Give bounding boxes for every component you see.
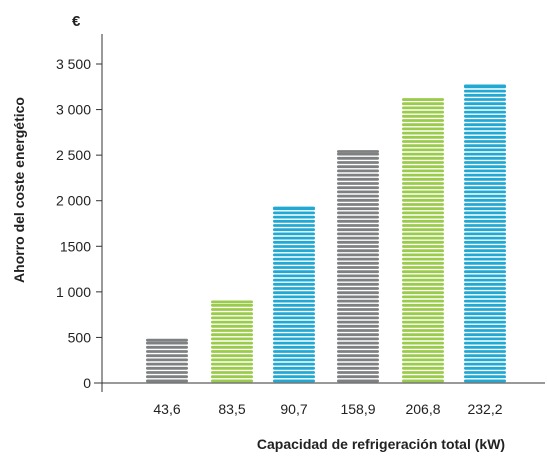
- x-tick-label: 83,5: [218, 401, 245, 417]
- y-tick-label: 3 000: [56, 102, 91, 118]
- y-tick-label: 2 000: [56, 193, 91, 209]
- y-axis-title: Ahorro del coste energético: [11, 97, 27, 283]
- bar: [273, 206, 315, 383]
- x-tick-label: 90,7: [280, 401, 307, 417]
- x-axis-title: Capacidad de refrigeración total (kW): [257, 436, 505, 452]
- bar: [211, 300, 253, 383]
- y-tick-labels: 0 500 1 000 1500 2 000 2 500 3 000 3 500: [56, 56, 102, 391]
- x-tick-labels: 43,6 83,5 90,7 158,9 206,8 232,2: [153, 401, 502, 417]
- x-tick-label: 43,6: [153, 401, 180, 417]
- y-tick-label: 500: [68, 329, 92, 345]
- x-tick-label: 206,8: [405, 401, 440, 417]
- y-tick-label: 3 500: [56, 56, 91, 72]
- bars: [146, 84, 506, 383]
- y-tick-label: 1500: [60, 238, 91, 254]
- axes: [94, 34, 545, 392]
- bar: [464, 84, 506, 383]
- bar: [146, 338, 188, 383]
- y-tick-label: 0: [83, 375, 91, 391]
- x-tick-label: 232,2: [467, 401, 502, 417]
- x-tick-label: 158,9: [340, 401, 375, 417]
- bar: [337, 150, 379, 383]
- y-tick-label: 2 500: [56, 147, 91, 163]
- y-axis-unit: €: [72, 13, 81, 30]
- bar: [402, 98, 444, 383]
- y-tick-label: 1 000: [56, 284, 91, 300]
